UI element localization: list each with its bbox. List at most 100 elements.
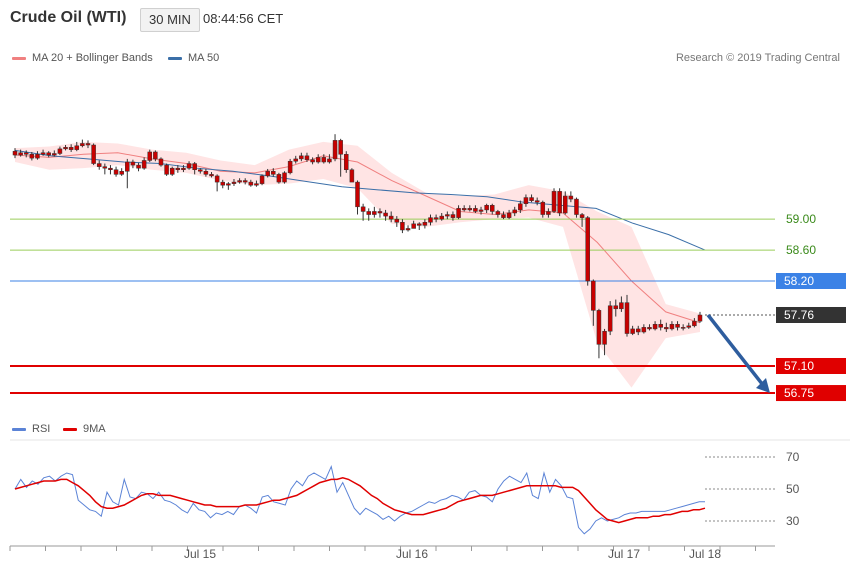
candle <box>12 148 18 159</box>
candle <box>540 200 546 218</box>
candle-body <box>534 200 540 203</box>
candle-body <box>186 163 192 169</box>
candle <box>158 157 164 167</box>
candle-body <box>664 327 669 330</box>
chart-title: Crude Oil (WTI) <box>10 9 127 26</box>
candle <box>512 206 517 217</box>
candle <box>506 209 512 220</box>
candle <box>282 171 287 184</box>
level-label-56.75: 56.75 <box>784 386 814 400</box>
candle-body <box>80 143 85 147</box>
candle-body <box>675 324 680 328</box>
candle-body <box>68 147 74 150</box>
candle-body <box>158 158 164 166</box>
candle <box>445 211 450 220</box>
candle <box>523 194 529 207</box>
candle <box>428 214 433 226</box>
candle <box>153 150 158 162</box>
candle-body <box>619 302 624 310</box>
x-tick-label: Jul 17 <box>608 547 640 561</box>
candle-body <box>169 167 175 175</box>
candle <box>96 160 102 170</box>
candle-body <box>315 157 321 163</box>
candle-body <box>450 214 456 218</box>
rsi-tick-label: 70 <box>786 450 800 464</box>
candle-body <box>585 217 590 282</box>
candle-body <box>557 191 562 214</box>
candle-body <box>383 212 388 217</box>
candle-body <box>96 163 102 167</box>
candle <box>80 139 85 148</box>
candle <box>394 216 400 227</box>
candle <box>652 321 658 331</box>
candle <box>377 208 383 218</box>
candle <box>641 324 647 334</box>
candle-body <box>602 330 607 345</box>
candle-body <box>360 206 366 212</box>
candle-body <box>461 208 467 211</box>
candle-body <box>400 222 405 231</box>
candle <box>534 197 540 206</box>
candle-body <box>40 152 46 155</box>
candle <box>18 149 23 157</box>
candle-body <box>102 166 108 169</box>
x-tick-label: Jul 15 <box>184 547 216 561</box>
candle <box>259 174 265 186</box>
x-tick-label: Jul 16 <box>396 547 428 561</box>
candle-body <box>506 212 512 218</box>
candle <box>226 182 231 190</box>
candle <box>400 219 405 234</box>
candle-body <box>669 324 675 330</box>
candle <box>23 150 29 158</box>
candle <box>473 205 478 214</box>
level-tag-58.20 <box>776 273 846 289</box>
candle-body <box>388 215 394 220</box>
candle <box>198 168 203 174</box>
candle <box>299 152 304 162</box>
candle <box>490 203 495 215</box>
candle-body <box>332 140 338 160</box>
candle <box>46 151 51 158</box>
candle-body <box>540 201 546 215</box>
candle-body <box>130 161 136 166</box>
candle-body <box>254 183 259 186</box>
candle <box>220 179 225 189</box>
candle <box>74 141 80 152</box>
candle-body <box>422 222 428 226</box>
candle-body <box>596 310 602 345</box>
legend-rsi: RSI <box>12 423 50 435</box>
level-tag-56.75 <box>776 385 846 402</box>
rsi-series-9MA <box>14 477 706 524</box>
candle <box>68 144 74 152</box>
candle-body <box>411 223 416 229</box>
candle <box>686 322 692 329</box>
candle-body <box>310 159 315 163</box>
candle-body <box>226 183 231 186</box>
candle-body <box>18 152 23 156</box>
candle-body <box>259 175 265 184</box>
candle-body <box>220 181 225 186</box>
candle <box>287 158 293 175</box>
level-tag-57.10 <box>776 357 846 374</box>
candle-body <box>529 197 534 201</box>
candle-body <box>141 160 147 169</box>
candle-body <box>113 169 119 175</box>
candle-body <box>175 167 181 170</box>
timeframe-badge[interactable]: 30 MIN <box>140 8 200 32</box>
candle <box>40 149 46 156</box>
candle-body <box>276 174 282 183</box>
candle <box>630 325 635 336</box>
candle-body <box>57 148 63 154</box>
bollinger-band-area <box>15 141 700 388</box>
candle-body <box>686 325 692 328</box>
candle-body <box>91 144 96 164</box>
candle-body <box>478 209 484 212</box>
candle-body <box>613 305 619 310</box>
candle-body <box>574 198 579 215</box>
candle-body <box>692 320 697 327</box>
candle-body <box>12 150 18 156</box>
candle-body <box>293 158 298 162</box>
candle-body <box>287 160 293 174</box>
candle <box>450 211 456 221</box>
candle <box>175 165 181 173</box>
